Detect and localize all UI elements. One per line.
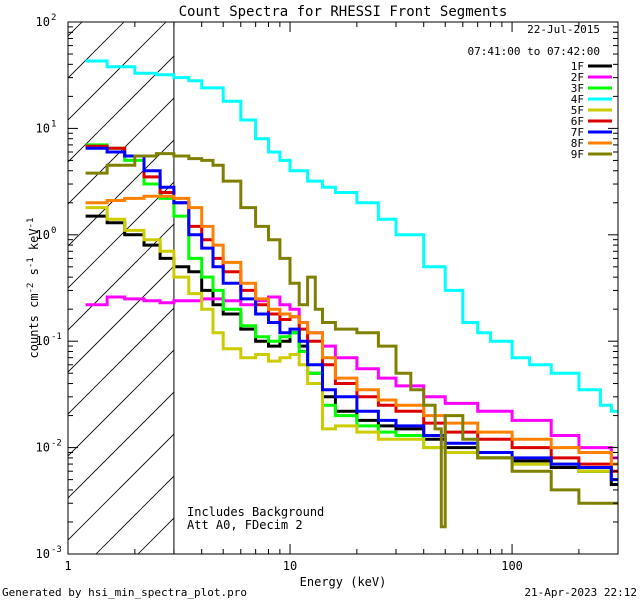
series-lines: [85, 59, 618, 529]
y-label-exponent: -1: [26, 218, 36, 229]
x-tick-label: 1: [64, 559, 71, 573]
y-axis-label: counts cm-2 s-1 keV-1: [26, 218, 41, 359]
axis-ticks: [67, 21, 619, 555]
hatched-background-region: [68, 22, 174, 554]
y-tick-exponent: 1: [51, 119, 56, 129]
legend-label-1F: 1F: [571, 60, 584, 73]
legend-label-3F: 3F: [571, 82, 584, 95]
y-label-part: s: [27, 268, 41, 282]
x-tick-label: 100: [501, 559, 523, 573]
annotation-attenuator: Att A0, FDecim 2: [187, 518, 303, 532]
y-tick-exponent: -3: [51, 545, 62, 555]
x-tick-labels: 1 10 100: [64, 559, 523, 573]
y-label-part: keV: [27, 228, 41, 257]
time-range: 07:41:00 to 07:42:00: [468, 45, 600, 58]
y-tick-label: 10: [36, 121, 50, 135]
chart-title: Count Spectra for RHESSI Front Segments: [179, 4, 508, 20]
legend-label-6F: 6F: [571, 115, 584, 128]
generated-by-text: Generated by hsi_min_spectra_plot.pro: [2, 586, 247, 599]
legend-label-8F: 8F: [571, 137, 584, 150]
hatch-line: [95, 475, 174, 554]
y-tick-exponent: 2: [51, 13, 56, 23]
series-line-1F: [85, 214, 618, 486]
hatch-line: [68, 97, 174, 205]
hatch-line: [68, 433, 174, 541]
y-tick-exponent: -1: [51, 332, 62, 342]
observation-date: 22-Jul-2015: [527, 23, 600, 36]
y-label-exponent: -1: [26, 257, 36, 268]
hatch-line: [68, 22, 125, 79]
y-tick-label: 10: [36, 228, 50, 242]
x-tick-label: 10: [283, 559, 297, 573]
series-line-5F: [85, 206, 618, 482]
legend-label-5F: 5F: [571, 104, 584, 117]
legend-label-4F: 4F: [571, 93, 584, 106]
y-tick-label: 10: [36, 15, 50, 29]
footer-timestamp: 21-Apr-2023 22:12: [524, 586, 637, 599]
y-tick-exponent: -2: [51, 439, 62, 449]
y-label-exponent: -2: [26, 283, 36, 294]
y-tick-label: 10: [36, 547, 50, 561]
legend-label-9F: 9F: [571, 148, 584, 161]
legend-label-7F: 7F: [571, 126, 584, 139]
hatch-line: [68, 55, 174, 163]
legend-label-2F: 2F: [571, 71, 584, 84]
hatch-line: [68, 22, 83, 37]
y-tick-label: 10: [36, 334, 50, 348]
hatch-line: [68, 223, 174, 331]
series-line-9F: [85, 152, 618, 529]
hatch-line: [68, 391, 174, 499]
y-tick-label: 10: [36, 441, 50, 455]
series-line-4F: [85, 59, 618, 413]
hatch-line: [68, 349, 174, 457]
plot-frame: [67, 21, 619, 555]
hatch-line: [68, 22, 167, 121]
hatch-line: [68, 181, 174, 289]
series-line-8F: [85, 194, 618, 466]
y-tick-exponent: 0: [51, 226, 56, 236]
x-axis-label: Energy (keV): [300, 575, 387, 589]
hatch-line: [68, 139, 174, 247]
y-label-part: counts cm: [27, 293, 41, 358]
hatch-line: [68, 265, 174, 373]
annotation-background: Includes Background: [187, 505, 324, 519]
